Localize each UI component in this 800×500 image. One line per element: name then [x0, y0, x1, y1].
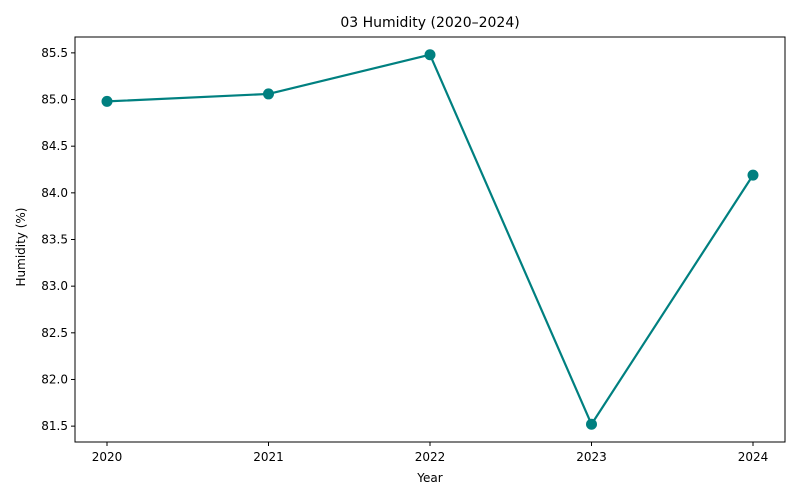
- series-group: [101, 49, 759, 430]
- y-tick-label: 84.0: [41, 186, 68, 200]
- y-tick-label: 81.5: [41, 419, 68, 433]
- x-tick-label: 2021: [253, 450, 284, 464]
- x-tick-label: 2020: [92, 450, 123, 464]
- x-axis-ticks: 2020 2021 2022 2023 2024: [92, 442, 769, 464]
- y-axis-ticks: 81.5 82.0 82.5 83.0 83.5 84.0 84.5 85.0 85.5: [41, 46, 75, 433]
- data-point: [101, 95, 113, 107]
- y-tick-label: 83.0: [41, 279, 68, 293]
- x-tick-label: 2024: [738, 450, 769, 464]
- data-point: [747, 169, 759, 181]
- y-tick-label: 84.5: [41, 139, 68, 153]
- y-tick-label: 85.5: [41, 46, 68, 60]
- y-tick-label: 85.0: [41, 93, 68, 107]
- x-tick-label: 2023: [576, 450, 607, 464]
- data-point: [586, 418, 597, 430]
- data-point: [424, 49, 436, 61]
- y-tick-label: 83.5: [41, 233, 68, 247]
- chart-title: 03 Humidity (2020–2024): [340, 15, 519, 31]
- y-axis-title: Humidity (%): [14, 208, 28, 287]
- data-point: [263, 88, 274, 100]
- series-line: [106, 53, 754, 426]
- x-tick-label: 2022: [415, 450, 446, 464]
- plot-frame: [74, 36, 786, 443]
- y-tick-label: 82.5: [41, 326, 68, 340]
- x-axis-title: Year: [416, 471, 442, 485]
- y-tick-label: 82.0: [41, 372, 68, 386]
